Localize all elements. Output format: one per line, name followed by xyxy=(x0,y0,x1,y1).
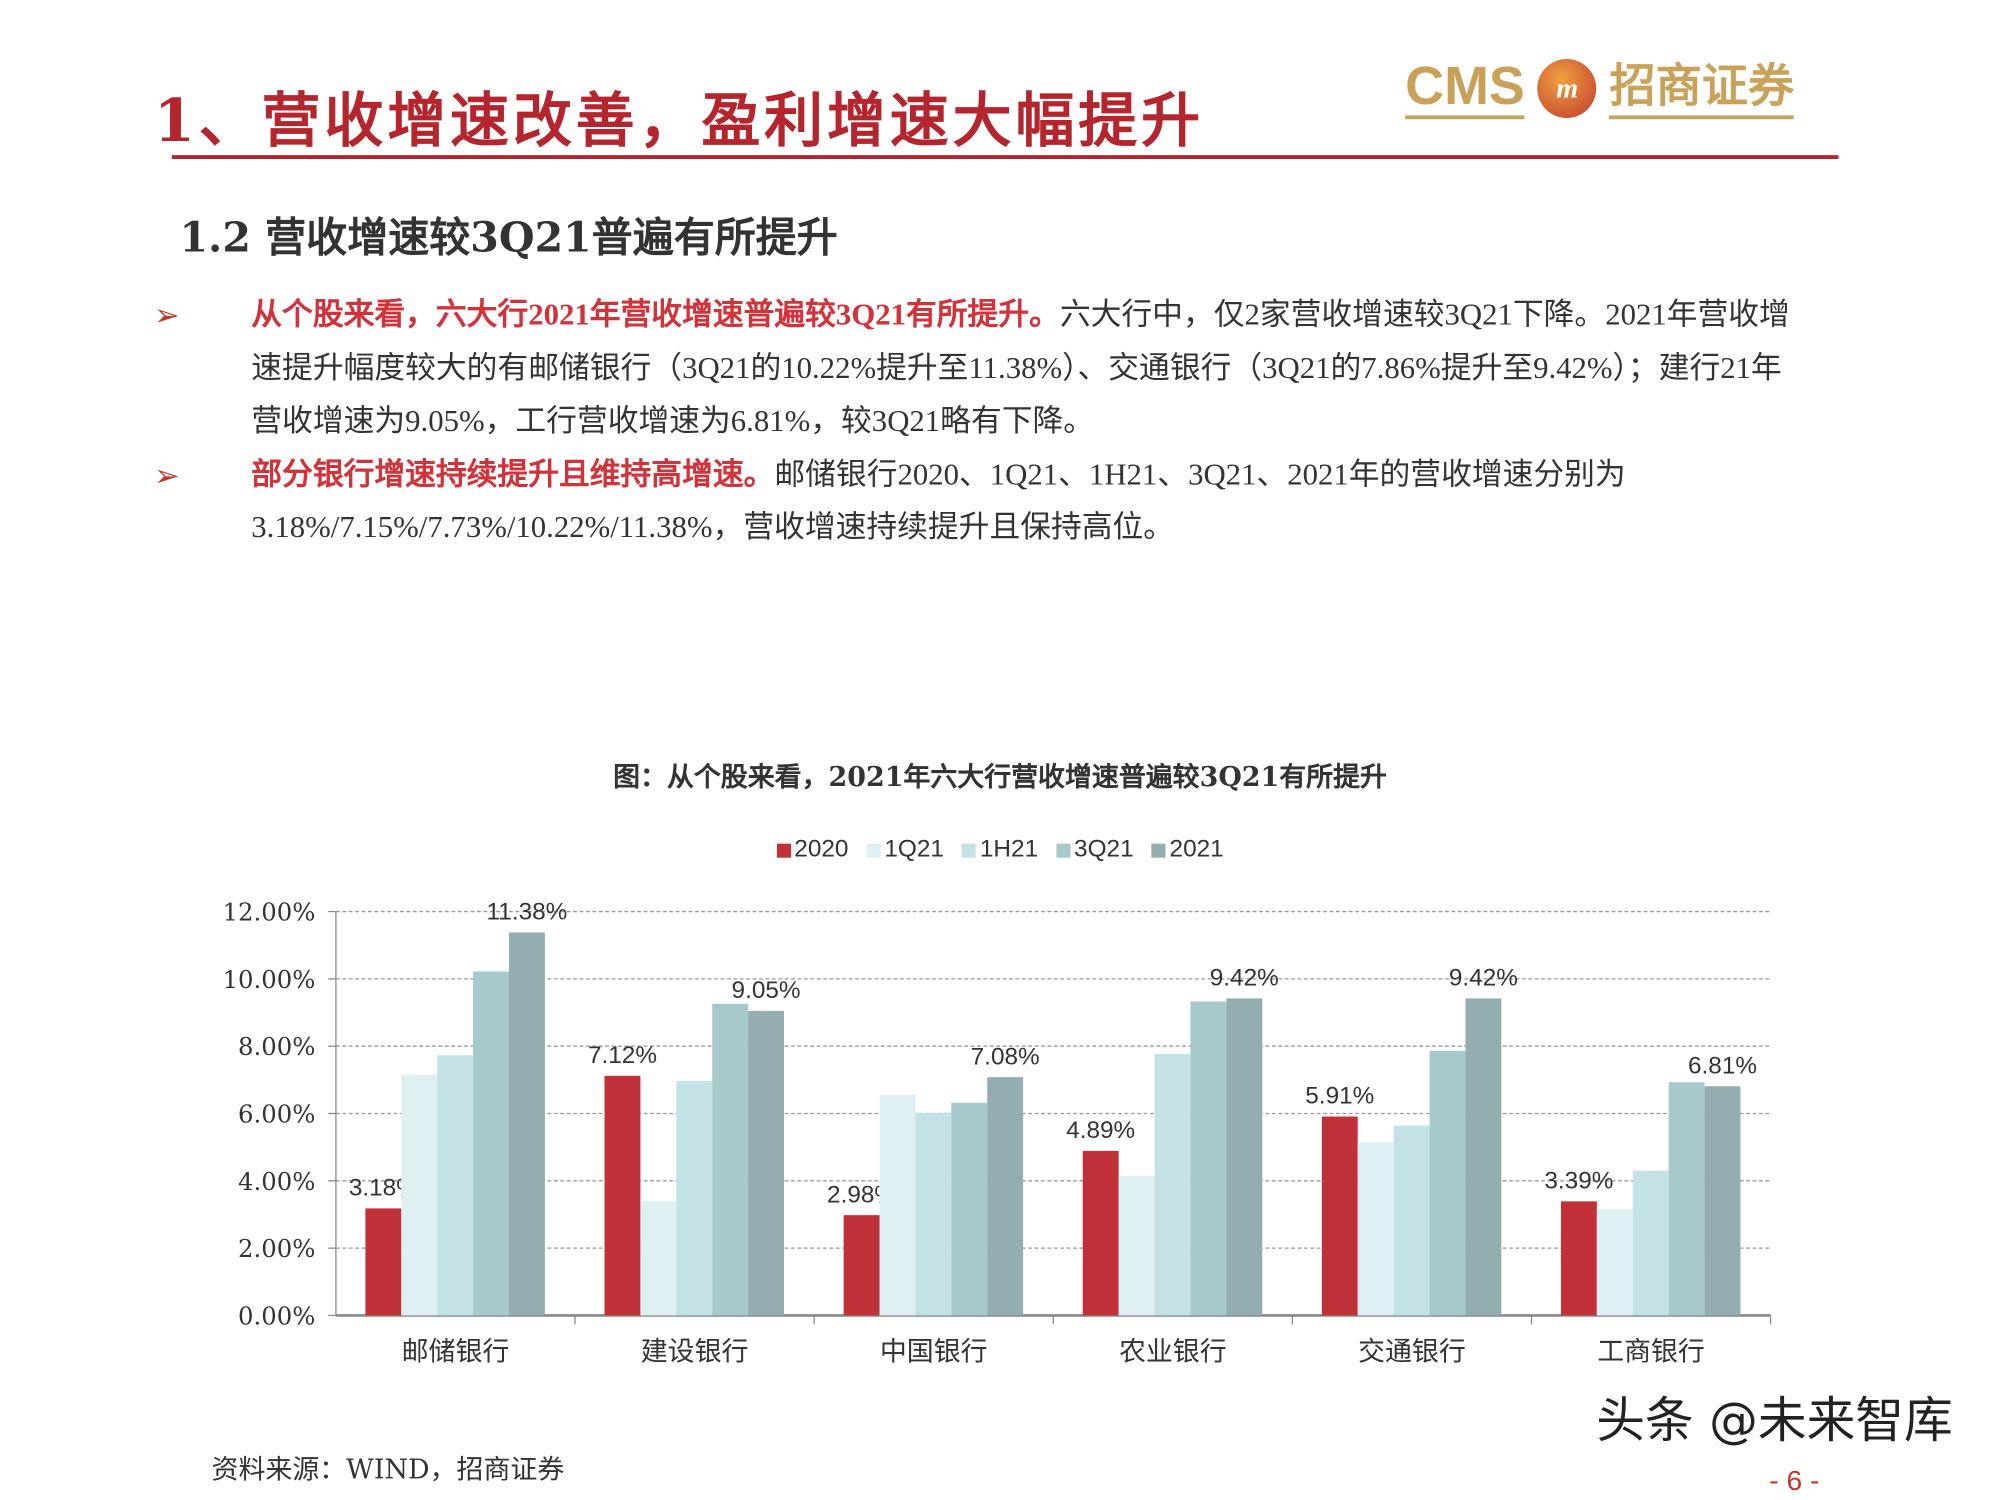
bar-3q21 xyxy=(951,1102,988,1316)
x-tick-label: 工商银行 xyxy=(1597,1336,1705,1367)
section-subtitle: 1.2 营收增速较3Q21普遍有所提升 xyxy=(179,212,838,262)
legend-item: 1Q21 xyxy=(866,836,944,864)
bar-1h21 xyxy=(1154,1053,1191,1316)
bar-2021 xyxy=(1704,1086,1741,1316)
bar-1q21 xyxy=(879,1094,916,1316)
bullet-paragraph-2: 部分银行增速持续提升且维持高增速。邮储银行2020、1Q21、1H21、3Q21… xyxy=(251,449,1790,555)
data-label: 3.39% xyxy=(1544,1168,1613,1195)
figure-source: 资料来源：WIND，招商证券 xyxy=(211,1453,565,1485)
legend-swatch xyxy=(1056,842,1071,858)
bar-2021 xyxy=(748,1010,785,1316)
bar-1q21 xyxy=(1357,1142,1394,1316)
y-tick-label: 0.00% xyxy=(238,1301,315,1330)
bar-1q21 xyxy=(1596,1209,1633,1316)
y-tick-label: 2.00% xyxy=(238,1234,315,1263)
bullet-text: 邮储银行2020、1Q21、1H21、3Q21、2021年的营收增速分别为3.1… xyxy=(251,458,1626,545)
bar-2021 xyxy=(1465,998,1502,1316)
logo-text: CMS xyxy=(1405,56,1525,120)
chart-legend: 2020 1Q21 1H21 3Q21 2021 xyxy=(0,836,2000,864)
bar-2020 xyxy=(1560,1201,1597,1316)
bar-1h21 xyxy=(915,1112,952,1316)
legend-item: 2020 xyxy=(776,836,848,864)
bullet-item-1: ➢ 从个股来看，六大行2021年营收增速普遍较3Q21有所提升。六大行中，仅2家… xyxy=(154,290,1795,450)
bullet-paragraph-1: 从个股来看，六大行2021年营收增速普遍较3Q21有所提升。六大行中，仅2家营收… xyxy=(251,290,1790,450)
bar-3q21 xyxy=(1668,1082,1705,1316)
bar-2020 xyxy=(1082,1150,1119,1316)
page-number: - 6 - xyxy=(1769,1464,1820,1497)
bullet-text: 六大行中，仅2家营收增速较3Q21下降。2021年营收增速提升幅度较大的有邮储银… xyxy=(251,298,1790,439)
legend-label: 3Q21 xyxy=(1074,835,1134,863)
bar-3q21 xyxy=(1429,1050,1466,1316)
bar-2021 xyxy=(987,1077,1024,1316)
bar-1h21 xyxy=(676,1080,713,1316)
title-divider xyxy=(171,155,1839,159)
y-tick-label: 6.00% xyxy=(238,1099,315,1128)
watermark: 头条 @未来智库 xyxy=(1596,1392,1953,1449)
legend-swatch xyxy=(961,842,977,858)
bar-2020 xyxy=(604,1075,641,1316)
logo-cn: 招商证券 xyxy=(1609,56,1795,120)
legend-item: 3Q21 xyxy=(1056,836,1134,864)
bullet-arrow-icon: ➢ xyxy=(153,457,180,493)
y-tick-label: 10.00% xyxy=(223,965,316,994)
bar-2021 xyxy=(1226,998,1263,1316)
bullet-list: ➢ 从个股来看，六大行2021年营收增速普遍较3Q21有所提升。六大行中，仅2家… xyxy=(154,290,1795,556)
bar-1h21 xyxy=(1393,1125,1430,1316)
bullet-highlight: 部分银行增速持续提升且维持高增速。 xyxy=(251,458,775,492)
legend-label: 2020 xyxy=(794,835,849,863)
data-label: 7.12% xyxy=(588,1042,657,1069)
bar-3q21 xyxy=(712,1003,749,1316)
data-label: 5.91% xyxy=(1305,1083,1374,1110)
figure-title: 图：从个股来看，2021年六大行营收增速普遍较3Q21有所提升 xyxy=(613,760,1387,793)
y-tick-label: 8.00% xyxy=(238,1032,315,1061)
bar-1h21 xyxy=(437,1055,474,1316)
bullet-arrow-icon: ➢ xyxy=(153,297,180,334)
legend-item: 1H21 xyxy=(961,835,1039,864)
bar-2020 xyxy=(843,1215,880,1316)
bullet-item-2: ➢ 部分银行增速持续提升且维持高增速。邮储银行2020、1Q21、1H21、3Q… xyxy=(154,449,1795,555)
bar-1q21 xyxy=(640,1201,677,1316)
legend-label: 1H21 xyxy=(979,835,1039,863)
bar-2021 xyxy=(508,932,545,1316)
data-label: 6.81% xyxy=(1688,1052,1757,1079)
logo-seal-icon: m xyxy=(1537,58,1597,118)
data-label: 9.42% xyxy=(1210,965,1279,992)
data-label: 4.89% xyxy=(1066,1117,1135,1144)
x-tick-label: 中国银行 xyxy=(880,1336,988,1367)
y-tick-label: 12.00% xyxy=(223,898,316,927)
legend-label: 2021 xyxy=(1169,835,1224,863)
data-label: 11.38% xyxy=(487,899,568,926)
data-label: 7.08% xyxy=(971,1043,1040,1070)
legend-swatch xyxy=(776,842,791,858)
bar-1q21 xyxy=(1118,1175,1155,1316)
x-tick-label: 农业银行 xyxy=(1119,1336,1227,1367)
x-tick-label: 交通银行 xyxy=(1358,1336,1466,1367)
x-tick-label: 邮储银行 xyxy=(402,1336,510,1367)
bar-1q21 xyxy=(401,1074,438,1316)
data-label: 9.05% xyxy=(732,977,801,1004)
bar-2020 xyxy=(365,1208,402,1316)
bar-1h21 xyxy=(1632,1170,1669,1316)
legend-swatch xyxy=(1151,842,1166,858)
x-tick-label: 建设银行 xyxy=(641,1336,749,1367)
legend-label: 1Q21 xyxy=(884,835,944,863)
legend-item: 2021 xyxy=(1151,835,1224,864)
y-tick-label: 4.00% xyxy=(238,1167,315,1196)
bar-3q21 xyxy=(1190,1001,1227,1316)
cms-logo: CMS m 招商证券 xyxy=(1405,56,1795,120)
data-label: 9.42% xyxy=(1449,965,1518,992)
bar-2020 xyxy=(1321,1116,1358,1316)
bar-3q21 xyxy=(473,971,509,1316)
bullet-highlight: 从个股来看，六大行2021年营收增速普遍较3Q21有所提升。 xyxy=(251,298,1060,333)
legend-swatch xyxy=(866,842,881,858)
page-title: 1、营收增速改善，盈利增速大幅提升 xyxy=(153,85,1204,156)
